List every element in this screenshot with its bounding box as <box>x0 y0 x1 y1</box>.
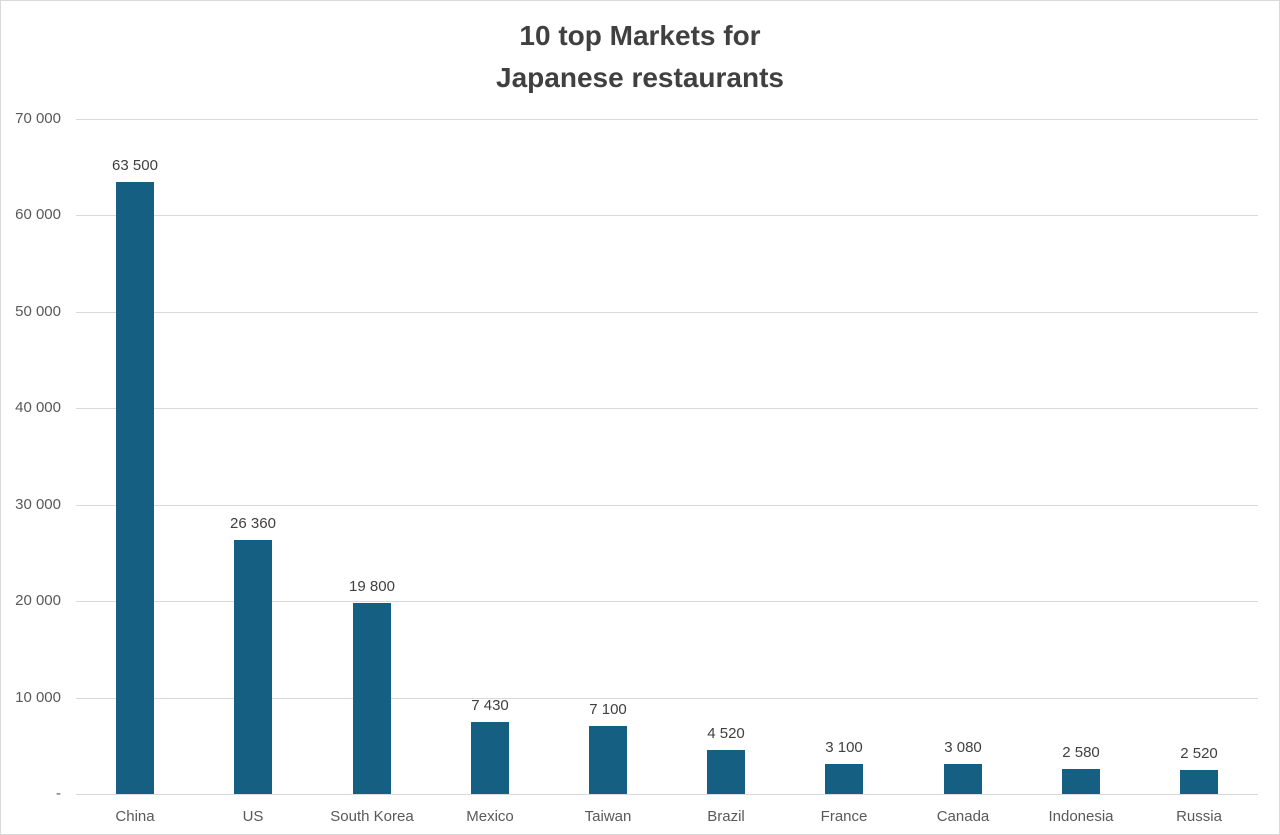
y-tick-label: 40 000 <box>15 399 61 416</box>
x-axis-label: Taiwan <box>584 808 632 825</box>
bar-value-label: 26 360 <box>230 515 276 532</box>
x-axis-label: Mexico <box>466 808 514 825</box>
x-axis-label: US <box>242 808 264 825</box>
x-axis-label: Canada <box>936 808 990 825</box>
gridline <box>76 312 1258 313</box>
bar-taiwan <box>589 726 627 794</box>
x-axis-label: South Korea <box>330 808 414 825</box>
y-tick-label: 30 000 <box>15 496 61 513</box>
y-tick-label: 60 000 <box>15 206 61 223</box>
chart-title-line2: Japanese restaurants <box>496 62 784 93</box>
x-axis-label: France <box>820 808 868 825</box>
gridline <box>76 408 1258 409</box>
bar-canada <box>944 764 982 794</box>
bar-value-label: 2 520 <box>1180 745 1218 762</box>
bar-value-label: 19 800 <box>349 578 395 595</box>
gridline <box>76 505 1258 506</box>
bar-russia <box>1180 770 1218 794</box>
bar-china <box>116 182 154 794</box>
bar-value-label: 3 080 <box>944 739 982 756</box>
bar-value-label: 3 100 <box>825 739 863 756</box>
y-tick-label: 20 000 <box>15 592 61 609</box>
gridline <box>76 794 1258 795</box>
bar-value-label: 4 520 <box>707 725 745 742</box>
y-tick-label: 70 000 <box>15 110 61 127</box>
bar-france <box>825 764 863 794</box>
x-axis-label: Russia <box>1176 808 1222 825</box>
x-axis-label: Brazil <box>707 808 745 825</box>
bar-indonesia <box>1062 769 1100 794</box>
bar-us <box>234 540 272 794</box>
x-axis-label: Indonesia <box>1048 808 1114 825</box>
y-tick-label: 10 000 <box>15 689 61 706</box>
bar-brazil <box>707 750 745 794</box>
gridline <box>76 119 1258 120</box>
gridline <box>76 215 1258 216</box>
bar-value-label: 63 500 <box>112 157 158 174</box>
chart-title: 10 top Markets for Japanese restaurants <box>1 15 1279 99</box>
bar-value-label: 7 100 <box>589 701 627 718</box>
chart-title-line1: 10 top Markets for <box>519 20 761 51</box>
bar-mexico <box>471 722 509 794</box>
y-tick-label: 50 000 <box>15 303 61 320</box>
bar-value-label: 2 580 <box>1062 744 1100 761</box>
bar-south-korea <box>353 603 391 794</box>
x-axis-label: China <box>115 808 155 825</box>
bar-value-label: 7 430 <box>471 697 509 714</box>
gridline <box>76 601 1258 602</box>
y-tick-label: - <box>56 785 61 802</box>
gridline <box>76 698 1258 699</box>
